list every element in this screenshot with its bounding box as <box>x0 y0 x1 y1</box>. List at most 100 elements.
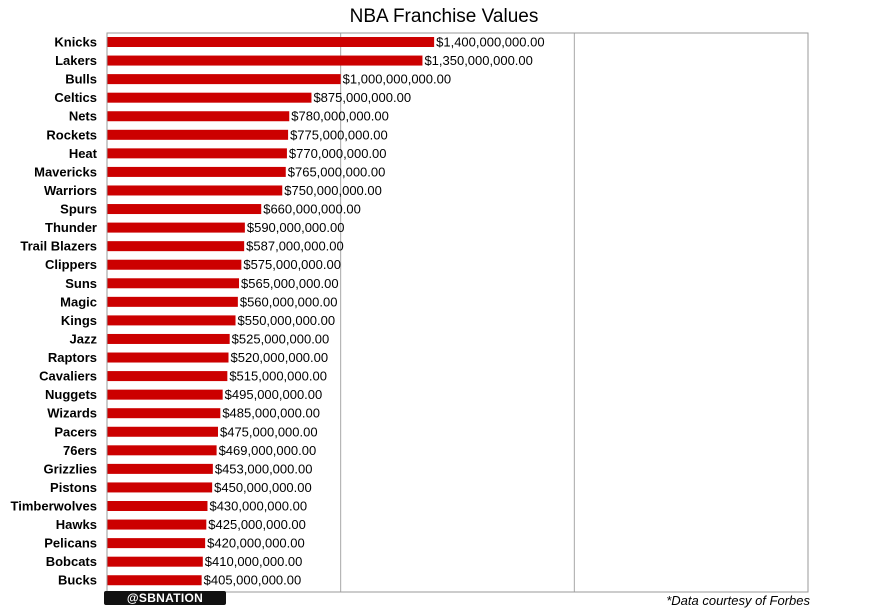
bar-magic <box>107 296 238 307</box>
data-label: $405,000,000.00 <box>204 573 302 588</box>
data-label: $550,000,000.00 <box>238 313 336 328</box>
bar-76ers <box>107 445 217 456</box>
bar-nets <box>107 111 290 122</box>
data-label: $775,000,000.00 <box>290 127 388 142</box>
data-label: $660,000,000.00 <box>263 202 361 217</box>
data-label: $520,000,000.00 <box>231 350 329 365</box>
category-label: Suns <box>65 276 97 291</box>
data-label: $565,000,000.00 <box>241 276 339 291</box>
logo-background <box>104 591 226 605</box>
bar-heat <box>107 148 287 159</box>
data-label: $525,000,000.00 <box>232 331 330 346</box>
data-label: $590,000,000.00 <box>247 220 345 235</box>
source-note: *Data courtesy of Forbes <box>666 593 810 608</box>
data-label: $515,000,000.00 <box>229 369 327 384</box>
category-label: Nuggets <box>45 387 97 402</box>
data-label: $495,000,000.00 <box>225 387 323 402</box>
value-labels: $1,400,000,000.00 $1,350,000,000.00 $1,000… <box>204 35 545 588</box>
data-label: $560,000,000.00 <box>240 294 338 309</box>
category-label: Pelicans <box>44 536 97 551</box>
category-labels: Knicks Lakers Bulls Celtics Nets Rockets Heat M… <box>11 35 98 588</box>
bar-grizzlies <box>107 463 213 474</box>
data-label: $1,350,000,000.00 <box>424 53 532 68</box>
bar-timberwolves <box>107 501 208 511</box>
data-label: $410,000,000.00 <box>205 554 303 569</box>
bar-spurs <box>107 204 262 215</box>
category-label: 76ers <box>63 443 97 458</box>
category-label: Clippers <box>45 257 97 272</box>
category-label: Grizzlies <box>44 461 97 476</box>
bar-raptors <box>107 352 229 363</box>
data-label: $765,000,000.00 <box>288 164 386 179</box>
category-label: Spurs <box>60 202 97 217</box>
data-label: $453,000,000.00 <box>215 461 313 476</box>
category-label: Jazz <box>70 331 98 346</box>
data-label: $430,000,000.00 <box>209 499 307 514</box>
data-label: $875,000,000.00 <box>313 90 411 105</box>
bar-wizards <box>107 408 221 419</box>
category-label: Wizards <box>47 406 97 421</box>
category-label: Raptors <box>48 350 97 365</box>
chart-title: NBA Franchise Values <box>350 6 539 27</box>
bar-mavericks <box>107 166 286 177</box>
logo-text: @SBNATION <box>127 591 203 605</box>
data-label: $425,000,000.00 <box>208 517 306 532</box>
category-label: Warriors <box>44 183 97 198</box>
category-label: Cavaliers <box>39 369 97 384</box>
category-label: Magic <box>60 294 97 309</box>
bar-trail-blazers <box>107 241 245 252</box>
data-label: $1,400,000,000.00 <box>436 35 544 50</box>
category-label: Bulls <box>65 72 97 87</box>
bars <box>107 37 435 586</box>
category-label: Mavericks <box>34 164 97 179</box>
bar-pelicans <box>107 538 206 549</box>
data-label: $475,000,000.00 <box>220 424 318 439</box>
bar-bulls <box>107 74 341 85</box>
bar-thunder <box>107 222 245 233</box>
category-label: Lakers <box>55 53 97 68</box>
data-label: $450,000,000.00 <box>214 480 312 495</box>
bar-jazz <box>107 333 230 344</box>
category-label: Celtics <box>54 90 97 105</box>
category-label: Thunder <box>45 220 97 235</box>
category-label: Hawks <box>56 517 97 532</box>
category-label: Bobcats <box>46 554 97 569</box>
category-label: Pistons <box>50 480 97 495</box>
category-label: Knicks <box>54 35 97 50</box>
category-label: Pacers <box>54 424 97 439</box>
bar-knicks <box>107 37 435 47</box>
category-label: Kings <box>61 313 97 328</box>
bar-hawks <box>107 519 207 530</box>
bar-cavaliers <box>107 371 228 382</box>
plot-border <box>106 32 809 593</box>
category-label: Trail Blazers <box>20 239 97 254</box>
bar-warriors <box>107 185 283 196</box>
category-label: Nets <box>69 109 97 124</box>
category-label: Rockets <box>46 127 97 142</box>
bar-bobcats <box>107 556 203 567</box>
category-label: Bucks <box>58 573 97 588</box>
bar-kings <box>107 315 236 326</box>
data-label: $780,000,000.00 <box>291 109 389 124</box>
bar-pistons <box>107 482 213 493</box>
bar-pacers <box>107 426 218 437</box>
data-label: $469,000,000.00 <box>219 443 317 458</box>
sbnation-logo: @SBNATION <box>104 591 226 605</box>
data-label: $750,000,000.00 <box>284 183 382 198</box>
bar-nuggets <box>107 389 223 400</box>
data-label: $770,000,000.00 <box>289 146 387 161</box>
data-label: $420,000,000.00 <box>207 536 305 551</box>
data-label: $485,000,000.00 <box>222 406 320 421</box>
bar-suns <box>107 278 240 289</box>
data-label: $587,000,000.00 <box>246 239 344 254</box>
category-label: Heat <box>69 146 98 161</box>
bar-celtics <box>107 92 312 103</box>
bar-bucks <box>107 575 202 586</box>
category-label: Timberwolves <box>11 499 97 514</box>
data-label: $1,000,000,000.00 <box>343 72 451 87</box>
data-label: $575,000,000.00 <box>243 257 341 272</box>
bar-lakers <box>107 55 423 66</box>
bar-clippers <box>107 259 242 270</box>
bar-rockets <box>107 129 289 140</box>
